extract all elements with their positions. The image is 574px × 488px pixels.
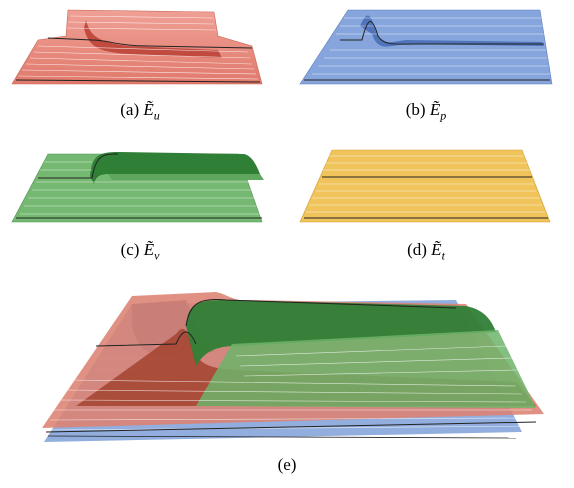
caption-b-subscript: p [440, 108, 447, 123]
panel-a-surface [8, 6, 270, 90]
panel-d-surface [296, 146, 558, 226]
caption-a-subscript: u [153, 108, 160, 123]
caption-a-symbol: Ẽ [143, 100, 154, 119]
caption-c: (c) Ẽν [100, 240, 180, 263]
panel-e-combined-surface [36, 286, 556, 448]
caption-a-label: (a) [120, 100, 140, 119]
caption-c-label: (c) [120, 240, 140, 259]
caption-e-label: (e) [277, 455, 297, 474]
caption-d: (d) Ẽt [386, 240, 466, 263]
panel-b-surface [296, 6, 558, 90]
caption-b: (b) Ẽp [386, 100, 466, 123]
caption-c-symbol: Ẽ [143, 240, 155, 259]
panel-c-surface [8, 146, 270, 226]
caption-a: (a) Ẽu [100, 100, 180, 123]
caption-d-subscript: t [441, 248, 445, 263]
caption-e: (e) [262, 455, 312, 475]
caption-c-subscript: ν [154, 248, 160, 263]
caption-d-symbol: Ẽ [431, 240, 442, 259]
caption-b-label: (b) [405, 100, 426, 119]
caption-b-symbol: Ẽ [429, 100, 441, 119]
caption-d-label: (d) [407, 240, 427, 259]
